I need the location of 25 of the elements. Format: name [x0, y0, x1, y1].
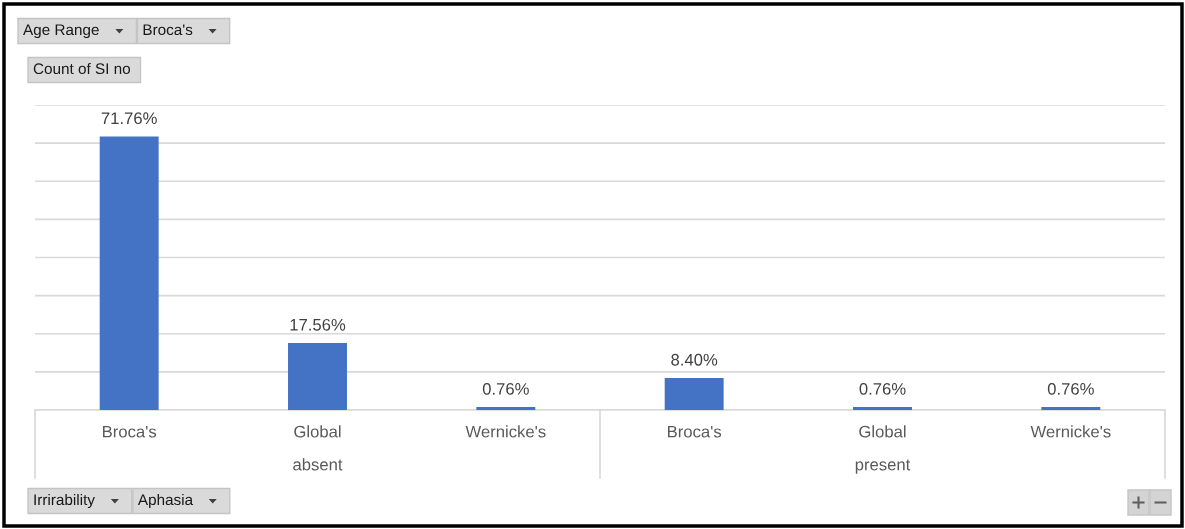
x-tick-label: Wernicke's: [465, 425, 546, 438]
text: present: [855, 459, 911, 474]
bar: [476, 407, 536, 410]
text: absent: [293, 458, 343, 471]
data-label: 0.76%: [1047, 382, 1094, 395]
x-tick-label: Global: [294, 425, 341, 438]
bar: [99, 136, 159, 410]
text: Aphasia: [137, 493, 194, 509]
x-tick-label: Global: [859, 425, 906, 438]
bar: [664, 377, 724, 410]
data-label: 17.56%: [290, 318, 346, 331]
bar: [853, 407, 912, 410]
text: Count of SI no: [33, 62, 131, 75]
text: Irrirability: [34, 493, 95, 509]
x-tick-label: Broca's: [668, 425, 722, 438]
bar: [1041, 407, 1101, 410]
data-label: 0.76%: [482, 382, 529, 395]
x-tick-label: Wernicke's: [1030, 425, 1111, 438]
data-label: 8.40%: [671, 353, 718, 366]
data-label: 0.76%: [859, 382, 906, 395]
text: Broca's: [143, 24, 193, 36]
text: Age Range: [23, 24, 99, 39]
x-tick-label: Broca's: [103, 425, 157, 438]
bar: [288, 343, 347, 410]
data-label: 71.76%: [101, 112, 157, 125]
